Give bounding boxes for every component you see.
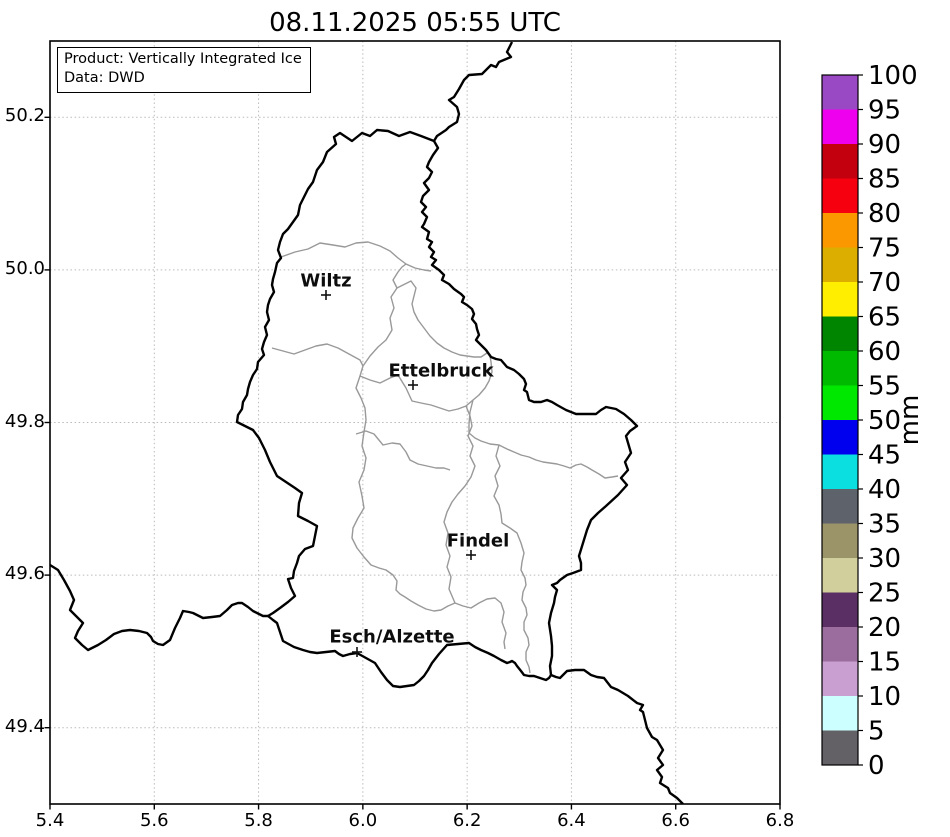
colorbar-segment (822, 661, 858, 696)
country-border-line (419, 140, 639, 676)
colorbar-segment (822, 558, 858, 593)
grid-lines (50, 41, 780, 804)
city-label-ettelbruck: Ettelbruck (388, 360, 494, 382)
x-tick-label: 6.4 (557, 810, 586, 831)
colorbar-segment (822, 592, 858, 627)
colorbar-tick-label: 95 (868, 96, 901, 126)
page-title: 08.11.2025 05:55 UTC (269, 8, 561, 38)
canton-border-line (271, 343, 364, 367)
colorbar-segment (822, 247, 858, 282)
canton-border-line (355, 430, 451, 471)
colorbar-tick-label: 80 (868, 199, 901, 229)
canton-border-line (443, 405, 476, 604)
colorbar-segment (822, 178, 858, 213)
colorbar-tick-label: 25 (868, 579, 901, 609)
city-label-findel: Findel (446, 530, 510, 552)
country-border-line (550, 668, 684, 804)
colorbar-segment (822, 696, 858, 731)
colorbar-tick-label: 20 (868, 613, 901, 643)
colorbar-tick-label: 10 (868, 682, 901, 712)
colorbar-tick-label: 85 (868, 165, 901, 195)
map-borders (50, 41, 684, 804)
x-tick-label: 5.6 (139, 810, 169, 831)
colorbar-segment (822, 489, 858, 524)
canton-border-line (280, 241, 432, 272)
colorbar-segment (822, 75, 858, 110)
colorbar-tick-label: 45 (868, 441, 901, 471)
product-info-box: Product: Vertically Integrated Ice Data:… (57, 47, 311, 94)
country-border-line (50, 563, 268, 652)
canton-border-line (351, 365, 456, 612)
city-label-esch: Esch/Alzette (329, 626, 455, 648)
colorbar-segment (822, 144, 858, 179)
y-tick-label: 49.4 (4, 715, 45, 737)
canton-border-line (359, 355, 493, 412)
colorbar: 0 5 10 15 20 25 30 35 40 45 50 55 60 65 70 75 80 85 90 95 10… (821, 61, 918, 781)
canton-border-line (468, 399, 619, 479)
colorbar-tick-label: 65 (868, 303, 901, 333)
colorbar-tick-label: 100 (868, 61, 918, 91)
x-tick-label: 6.0 (348, 810, 378, 831)
colorbar-tick-label: 30 (868, 544, 901, 574)
x-tick-label: 6.8 (765, 810, 795, 831)
colorbar-tick-label: 50 (868, 406, 901, 436)
canton-border-line (396, 280, 488, 358)
colorbar-segment (822, 213, 858, 248)
colorbar-segment (822, 627, 858, 662)
colorbar-unit-label: mm (895, 395, 925, 446)
colorbar-tick-label: 75 (868, 234, 901, 264)
colorbar-tick-label: 5 (868, 717, 885, 747)
x-tick-label: 5.4 (35, 810, 65, 831)
colorbar-tick-label: 55 (868, 372, 901, 402)
colorbar-segment (822, 385, 858, 420)
y-tick-label: 50.2 (4, 105, 45, 127)
colorbar-tick-label: 90 (868, 130, 901, 160)
colorbar-segment (822, 523, 858, 558)
x-tick-label: 6.2 (452, 810, 482, 831)
colorbar-tick-label: 35 (868, 510, 901, 540)
y-tick-label: 49.6 (4, 563, 45, 585)
x-tick-label: 6.6 (661, 810, 691, 831)
colorbar-tick-label: 70 (868, 268, 901, 298)
axis-ticks (44, 116, 781, 810)
colorbar-segment (822, 282, 858, 317)
country-border-line (235, 128, 435, 618)
colorbar-tick-label: 0 (868, 751, 885, 781)
colorbar-segment (822, 454, 858, 489)
y-tick-label: 50.0 (4, 257, 45, 279)
country-border-line (267, 615, 552, 689)
data-source-line: Data: DWD (64, 70, 145, 87)
canton-border-line (454, 597, 507, 650)
city-markers (321, 290, 476, 657)
country-border-line (432, 41, 514, 142)
colorbar-segment (822, 420, 858, 455)
colorbar-segment (822, 730, 858, 765)
colorbar-segment (822, 316, 858, 351)
product-line: Product: Vertically Integrated Ice (64, 51, 302, 67)
colorbar-tick-label: 60 (868, 337, 901, 367)
city-label-wiltz: Wiltz (300, 270, 352, 292)
colorbar-segment (822, 109, 858, 144)
colorbar-tick-label: 40 (868, 475, 901, 505)
canton-border-line (493, 444, 531, 674)
canton-border-line (362, 263, 407, 367)
colorbar-segment (822, 351, 858, 386)
colorbar-tick-label: 15 (868, 648, 901, 678)
x-tick-label: 5.8 (244, 810, 273, 831)
y-tick-label: 49.8 (4, 410, 45, 432)
